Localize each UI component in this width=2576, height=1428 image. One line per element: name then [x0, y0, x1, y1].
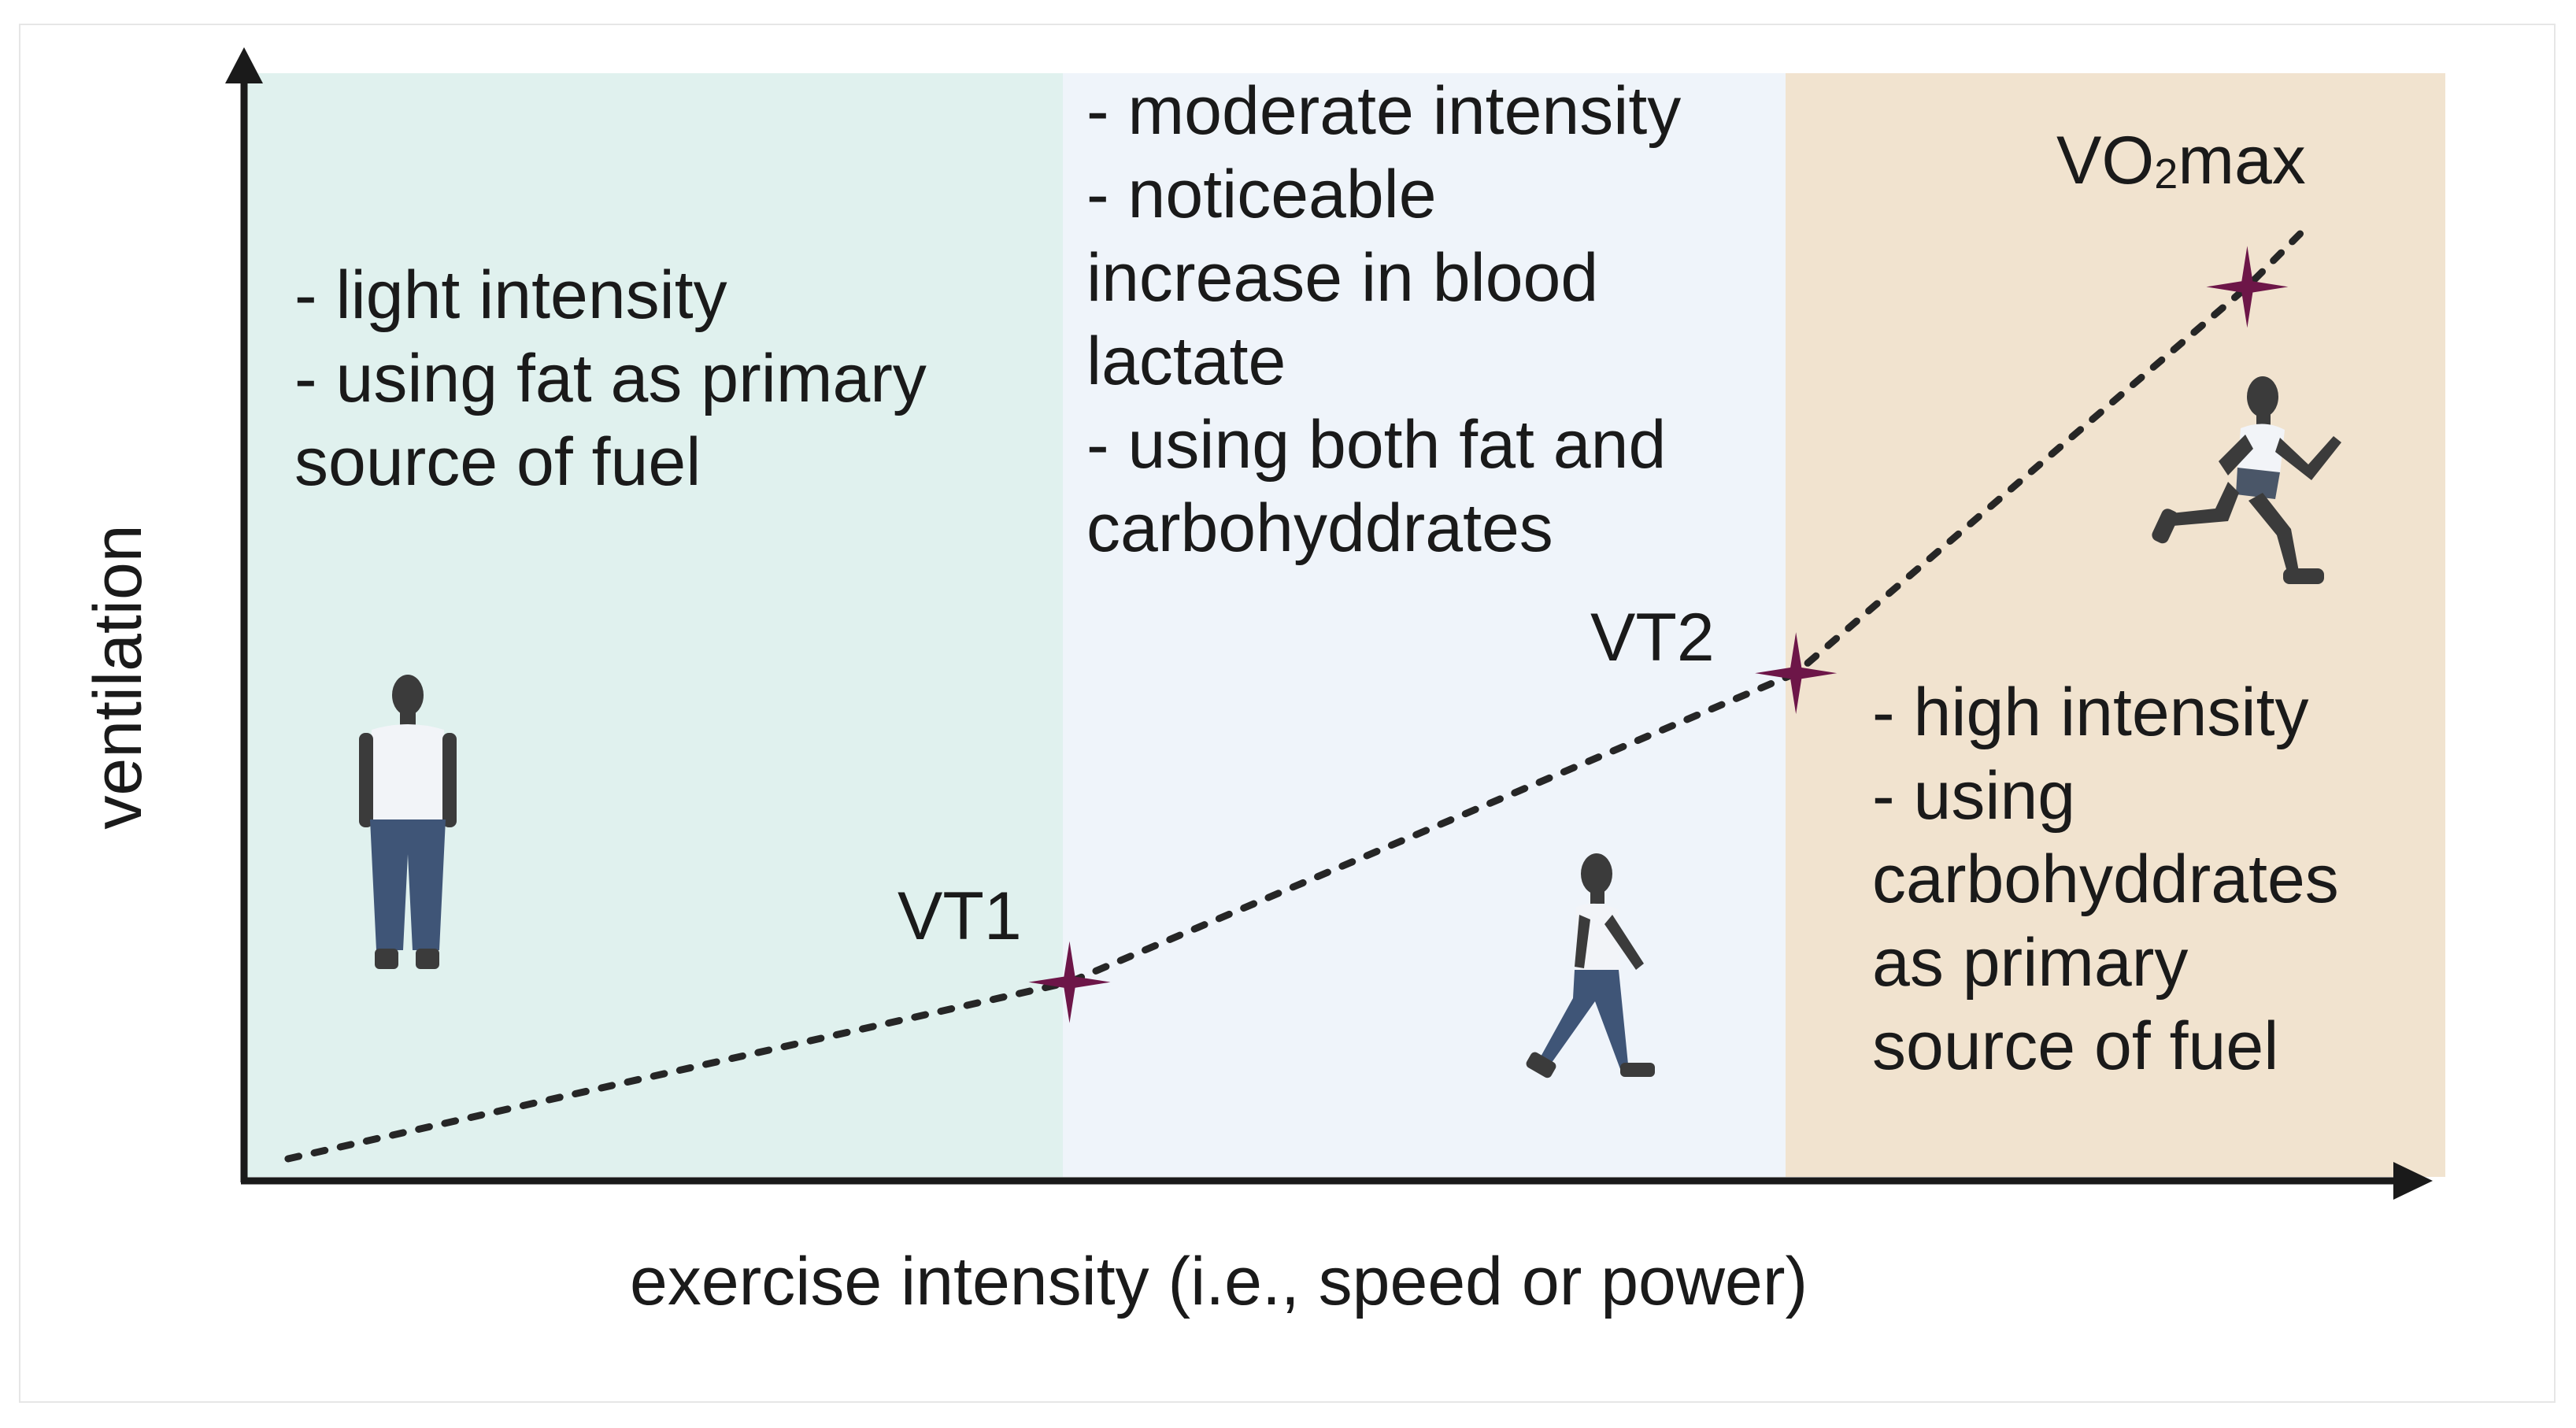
x-axis-title: exercise intensity (i.e., speed or power… [630, 1244, 1808, 1319]
vo2max-label-subscript: 2 [2154, 150, 2178, 198]
light-zone-description: - light intensity - using fat as primary… [294, 257, 927, 500]
y-axis-title: ventilation [80, 524, 156, 830]
high-intensity-zone [1786, 73, 2445, 1177]
vt2-label: VT2 [1590, 600, 1715, 675]
vo2max-label-prefix: VO [2056, 123, 2155, 198]
light-intensity-zone [244, 73, 1063, 1177]
vo2max-threshold-marker [2206, 246, 2289, 328]
running-person-icon [2152, 376, 2341, 584]
vo2max-label-suffix: max [2178, 123, 2306, 198]
moderate-zone-description: - moderate intensity - noticeable increa… [1086, 73, 1682, 566]
x-axis-arrowhead [2393, 1162, 2433, 1200]
high-zone-description: - high intensity - using carbohyddrates … [1872, 675, 2339, 1084]
standing-person-icon [359, 675, 457, 969]
vo2max-label: VO2max [2056, 121, 2306, 213]
vt1-threshold-marker [1028, 941, 1111, 1023]
figure-frame [19, 24, 2556, 1403]
walking-person-icon [1526, 853, 1655, 1078]
vt1-label: VT1 [898, 879, 1022, 954]
moderate-intensity-zone [1063, 73, 1786, 1177]
y-axis-arrowhead [225, 47, 263, 83]
vt2-threshold-marker [1755, 632, 1838, 715]
